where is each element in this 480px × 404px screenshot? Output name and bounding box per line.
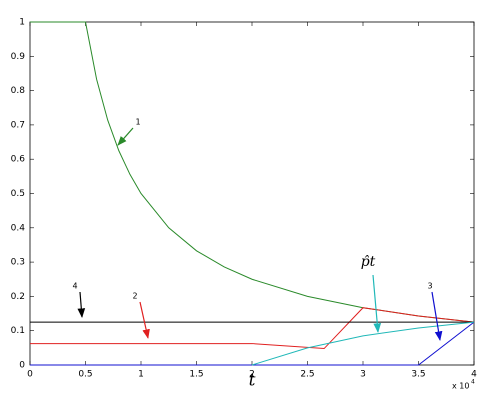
y-tick-label: 0.6	[11, 155, 26, 165]
x-axis-label: t	[249, 371, 256, 391]
y-tick-label: 0.5	[11, 189, 25, 199]
series-label: p̂t	[361, 254, 376, 270]
series-label: 1	[135, 118, 140, 127]
series-line	[30, 21, 475, 323]
x-tick-label: 0.5	[78, 370, 92, 380]
x-tick-label: 1	[138, 370, 144, 380]
x-multiplier-exponent: 4	[471, 379, 475, 386]
y-tick-label: 0.2	[11, 292, 25, 302]
y-tick-label: 0.1	[11, 326, 25, 336]
y-tick-label: 0.3	[11, 258, 25, 268]
series-line	[30, 321, 475, 366]
annotation-arrow	[431, 291, 443, 341]
x-tick-label: 2	[249, 370, 255, 380]
series-label: 3	[427, 282, 432, 291]
x-tick-label: 1.5	[189, 370, 203, 380]
y-tick-label: 0	[19, 361, 25, 371]
x-tick-label: 4	[471, 370, 477, 380]
plot-frame	[29, 21, 475, 366]
series-line	[30, 307, 475, 350]
series-label: 4	[72, 282, 77, 291]
series-label: 2	[132, 292, 137, 301]
y-tick-label: 1	[19, 18, 25, 28]
x-tick-label: 3	[360, 370, 366, 380]
y-tick-label: 0.8	[11, 86, 26, 96]
y-tick-label: 0.9	[11, 52, 26, 62]
x-tick-label: 0	[27, 370, 33, 380]
series-line	[251, 321, 475, 366]
x-tick-label: 2.5	[300, 370, 314, 380]
x-tick-label: 3.5	[411, 370, 425, 380]
y-tick-label: 0.7	[11, 120, 25, 130]
y-tick-label: 0.4	[11, 223, 26, 233]
annotation-arrow	[372, 274, 382, 333]
annotation-arrow	[139, 301, 150, 339]
annotation-arrow	[117, 127, 134, 146]
annotation-arrow	[77, 291, 86, 318]
x-multiplier: x 10	[452, 382, 469, 391]
